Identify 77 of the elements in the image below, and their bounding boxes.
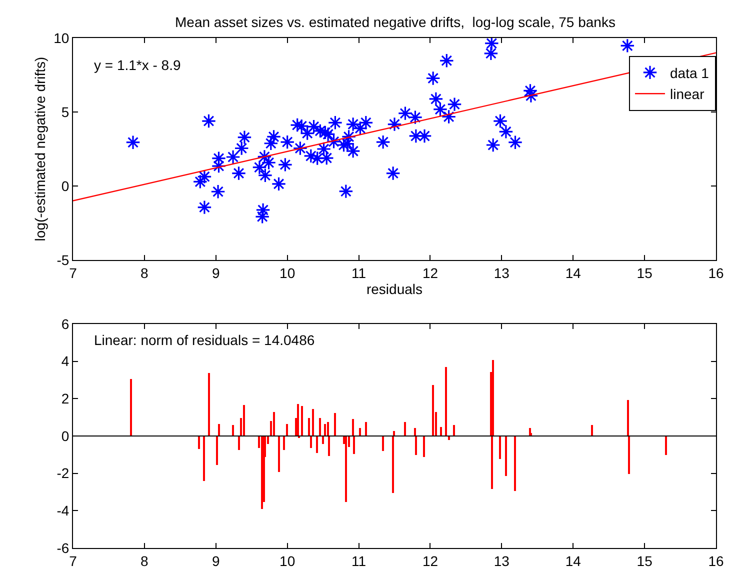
x-tick-label: 10	[280, 552, 296, 569]
legend-label: data 1	[670, 64, 710, 81]
chart-title: Mean asset sizes vs. estimated negative drifts, log-log scale, 75 banks	[175, 14, 616, 30]
bar	[665, 436, 667, 455]
bar	[440, 427, 442, 436]
bar	[591, 425, 593, 436]
bar	[216, 436, 218, 465]
bar	[382, 436, 384, 451]
y-tick-label: 10	[54, 30, 70, 46]
bar	[278, 436, 280, 472]
bar	[310, 436, 312, 448]
bar	[499, 436, 501, 459]
x-tick-label: 11	[352, 552, 366, 569]
y-tick-label: 2	[61, 390, 70, 407]
bar	[273, 412, 275, 436]
bar	[130, 379, 132, 436]
x-tick-label: 12	[422, 552, 438, 569]
bar	[322, 436, 324, 444]
bar	[432, 385, 434, 436]
y-tick-label: -2	[56, 465, 70, 482]
bar	[316, 436, 318, 453]
x-tick-label: 10	[280, 264, 296, 281]
bar	[312, 409, 314, 436]
x-tick-label: 13	[494, 552, 510, 569]
bar	[286, 424, 288, 436]
y-tick-label: 6	[61, 316, 70, 332]
bar	[319, 418, 321, 436]
bar	[232, 425, 234, 436]
annotation: y = 1.1*x - 8.9	[94, 57, 181, 73]
bar	[445, 367, 447, 436]
y-tick-label: -5	[56, 252, 70, 268]
bar	[297, 404, 299, 436]
bar	[365, 422, 367, 436]
bar	[324, 424, 326, 436]
x-tick-label: 14	[565, 264, 582, 281]
bar	[404, 422, 406, 436]
y-tick-label: 0	[61, 178, 70, 194]
annotation: Linear: norm of residuals = 14.0486	[94, 332, 315, 348]
x-tick-label: 16	[708, 552, 724, 569]
x-tick-label: 7	[69, 552, 78, 569]
bar	[261, 436, 263, 509]
bar	[198, 436, 200, 449]
y-tick-label: 5	[61, 104, 70, 120]
x-tick-label: 14	[565, 552, 582, 569]
y-tick-label: -4	[56, 502, 70, 519]
x-axis-title: residuals	[366, 280, 423, 297]
bar	[208, 373, 210, 436]
legend-label: linear	[670, 86, 705, 102]
x-tick-label: 16	[708, 264, 724, 281]
bar	[203, 436, 205, 481]
x-tick-label: 9	[212, 264, 220, 281]
bar	[505, 436, 507, 476]
x-tick-label: 11	[352, 264, 366, 281]
y-tick-label: 0	[61, 428, 70, 444]
bar	[334, 413, 336, 436]
x-tick-label: 8	[140, 552, 149, 569]
x-tick-label: 12	[422, 264, 438, 281]
bar	[514, 436, 516, 491]
bar	[301, 406, 303, 436]
bar	[453, 425, 455, 436]
x-tick-label: 15	[636, 552, 653, 569]
bar	[345, 436, 347, 502]
y-tick-label: 4	[61, 353, 70, 370]
x-tick-label: 9	[212, 552, 220, 569]
x-tick-label: 15	[636, 264, 653, 281]
bar	[423, 436, 425, 457]
y-axis-title: log(-estimated negative drifts)	[32, 56, 48, 242]
x-tick-label: 8	[140, 264, 149, 281]
bar	[238, 436, 240, 450]
bar	[218, 424, 220, 436]
bar	[359, 428, 361, 436]
x-tick-label: 7	[69, 264, 78, 281]
bar	[283, 436, 285, 450]
x-tick-label: 13	[494, 264, 510, 281]
bar	[308, 418, 310, 436]
bar	[243, 405, 245, 436]
y-tick-label: -6	[56, 540, 70, 556]
